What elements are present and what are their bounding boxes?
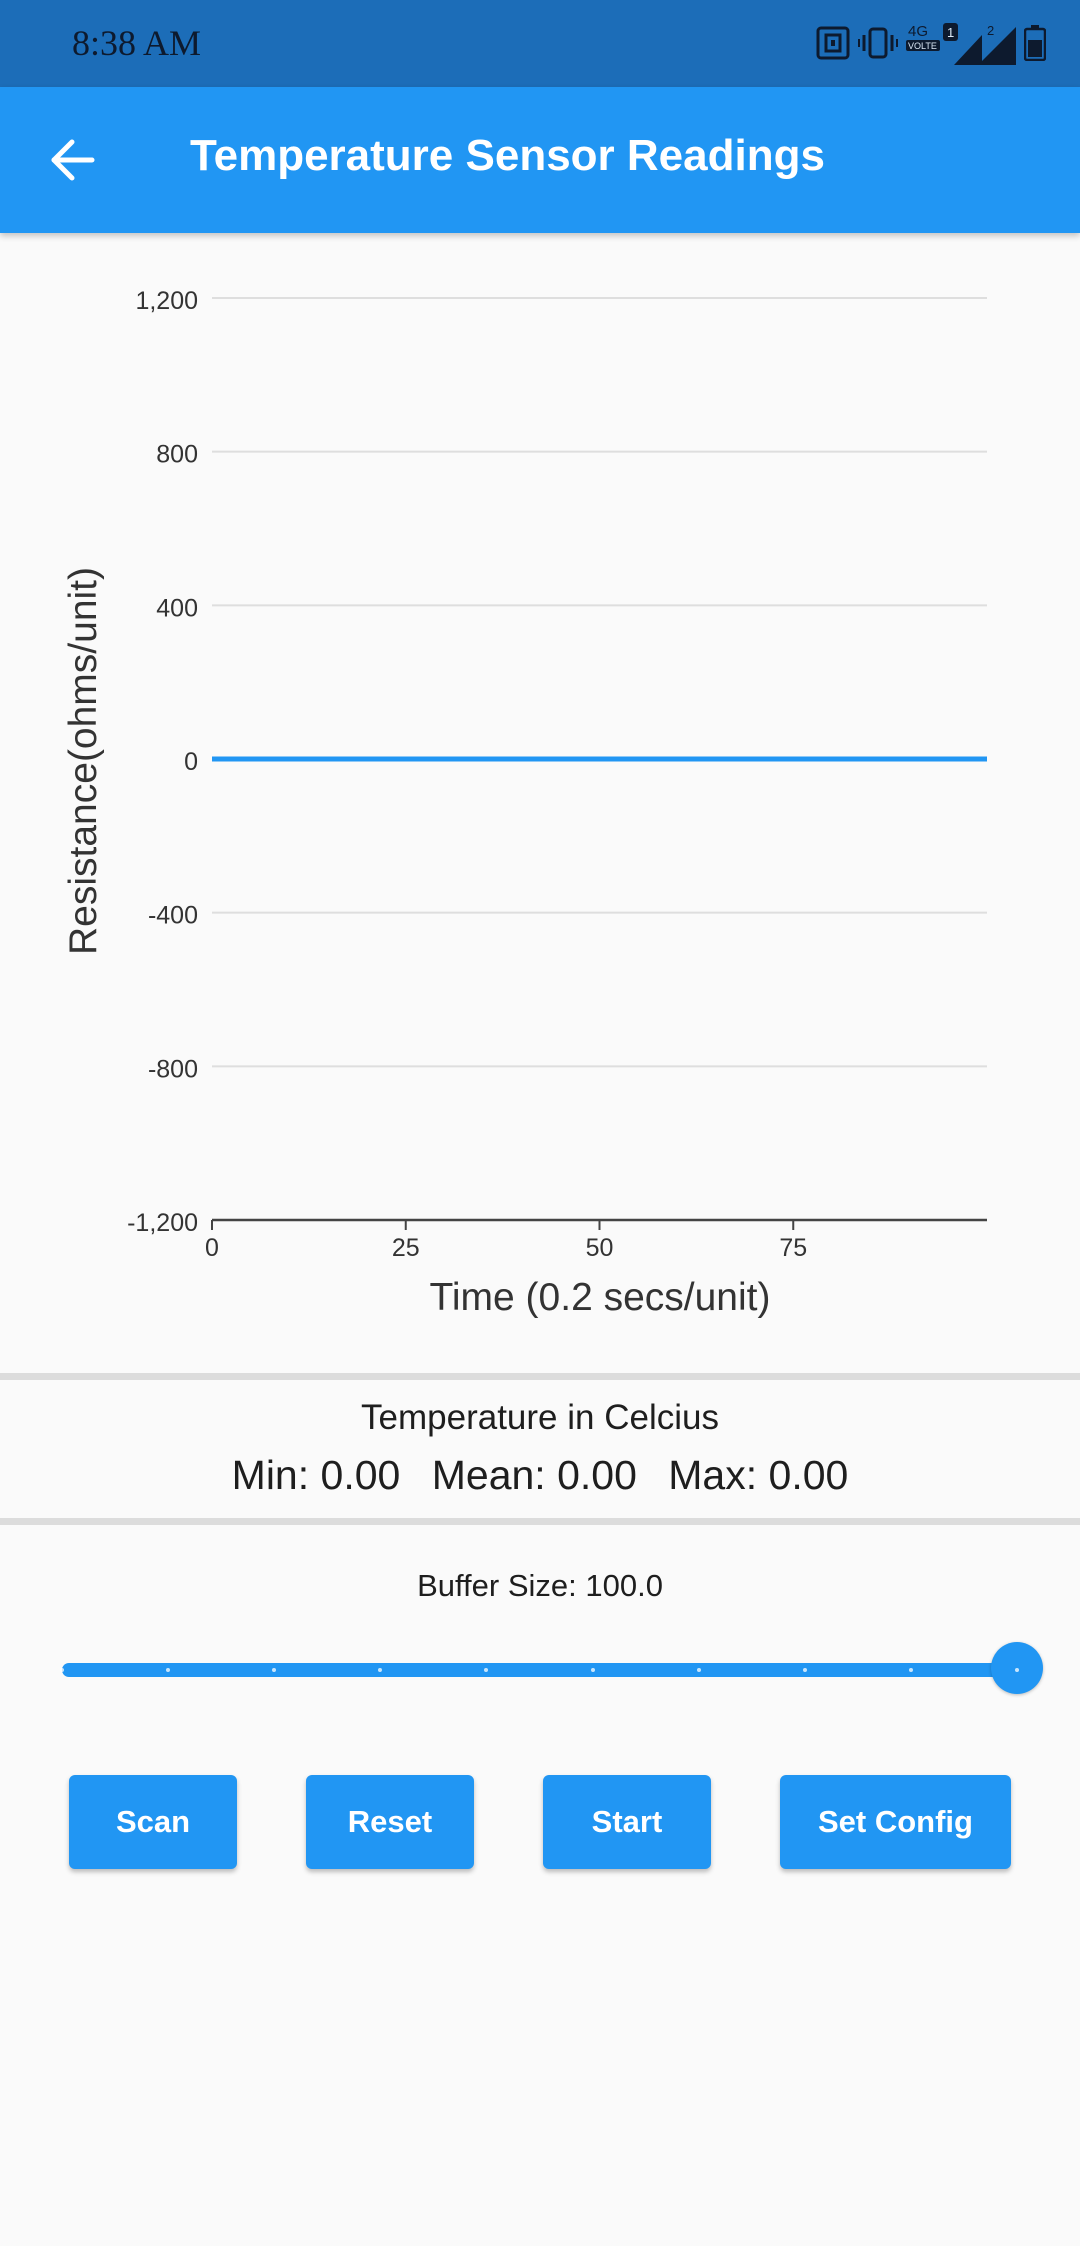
x-axis-label: Time (0.2 secs/unit) — [430, 1276, 771, 1319]
stats-title: Temperature in Celcius — [361, 1398, 719, 1437]
y-tick-label: -400 — [148, 902, 198, 930]
stats-row: Min: 0.00 Mean: 0.00 Max: 0.00 — [0, 1452, 1080, 1499]
sim2-label: 2 — [987, 23, 994, 38]
divider-bottom — [0, 1518, 1080, 1525]
reset-button[interactable]: Reset — [306, 1775, 474, 1869]
buffer-size-slider[interactable] — [60, 1640, 1046, 1700]
battery-icon — [1024, 25, 1046, 61]
slider-tick — [696, 1668, 701, 1672]
y-tick-label: 400 — [156, 594, 198, 622]
x-tick-label: 75 — [779, 1234, 807, 1262]
slider-tick — [60, 1668, 64, 1672]
sim1-label: 1 — [947, 25, 954, 40]
y-tick-label: -1,200 — [127, 1209, 198, 1237]
volte-label: VOLTE — [908, 41, 937, 51]
set-config-button[interactable]: Set Config — [780, 1775, 1011, 1869]
y-tick-label: -800 — [148, 1055, 198, 1083]
back-button[interactable] — [32, 120, 112, 200]
slider-tick — [1015, 1668, 1019, 1672]
slider-tick — [802, 1668, 807, 1672]
status-time: 8:38 AM — [72, 23, 202, 63]
slider-tick — [166, 1668, 171, 1672]
x-tick-label: 50 — [586, 1234, 614, 1262]
y-axis-label: Resistance(ohms/unit) — [62, 567, 105, 955]
network-type-label: 4G — [908, 23, 928, 40]
arrow-back-icon — [51, 139, 95, 181]
app-bar: Temperature Sensor Readings — [0, 87, 1080, 233]
stat-max: Max: 0.00 — [668, 1452, 849, 1498]
page-title: Temperature Sensor Readings — [190, 131, 825, 180]
slider-tick — [272, 1668, 277, 1672]
status-icons: 4G VOLTE 1 2 — [816, 18, 1046, 68]
y-tick-label: 0 — [184, 748, 198, 776]
action-buttons: Scan Reset Start Set Config — [0, 1775, 1080, 1869]
slider-tick — [378, 1668, 383, 1672]
x-tick-label: 25 — [392, 1234, 420, 1262]
slider-tick — [590, 1668, 595, 1672]
buffer-size-label: Buffer Size: 100.0 — [417, 1568, 663, 1603]
start-button[interactable]: Start — [543, 1775, 711, 1869]
x-tick-label: 0 — [205, 1234, 219, 1262]
status-bar: 8:38 AM 4G VOLTE 1 2 — [0, 0, 1080, 87]
stat-mean: Mean: 0.00 — [431, 1452, 637, 1498]
nfc-icon — [816, 26, 850, 60]
slider-tick — [908, 1668, 913, 1672]
divider-top — [0, 1373, 1080, 1380]
scan-button[interactable]: Scan — [69, 1775, 237, 1869]
vibrate-icon — [858, 27, 898, 59]
stat-min: Min: 0.00 — [231, 1452, 401, 1498]
y-tick-label: 1,200 — [135, 287, 198, 315]
signal-icon: 4G VOLTE 1 2 — [906, 23, 1016, 65]
slider-track[interactable] — [62, 1663, 1017, 1677]
slider-tick — [484, 1668, 489, 1672]
y-tick-label: 800 — [156, 441, 198, 469]
resistance-chart: 1,200 800 400 0 -400 -800 -1,200 0 25 50 75 Time (… — [0, 233, 1080, 1373]
